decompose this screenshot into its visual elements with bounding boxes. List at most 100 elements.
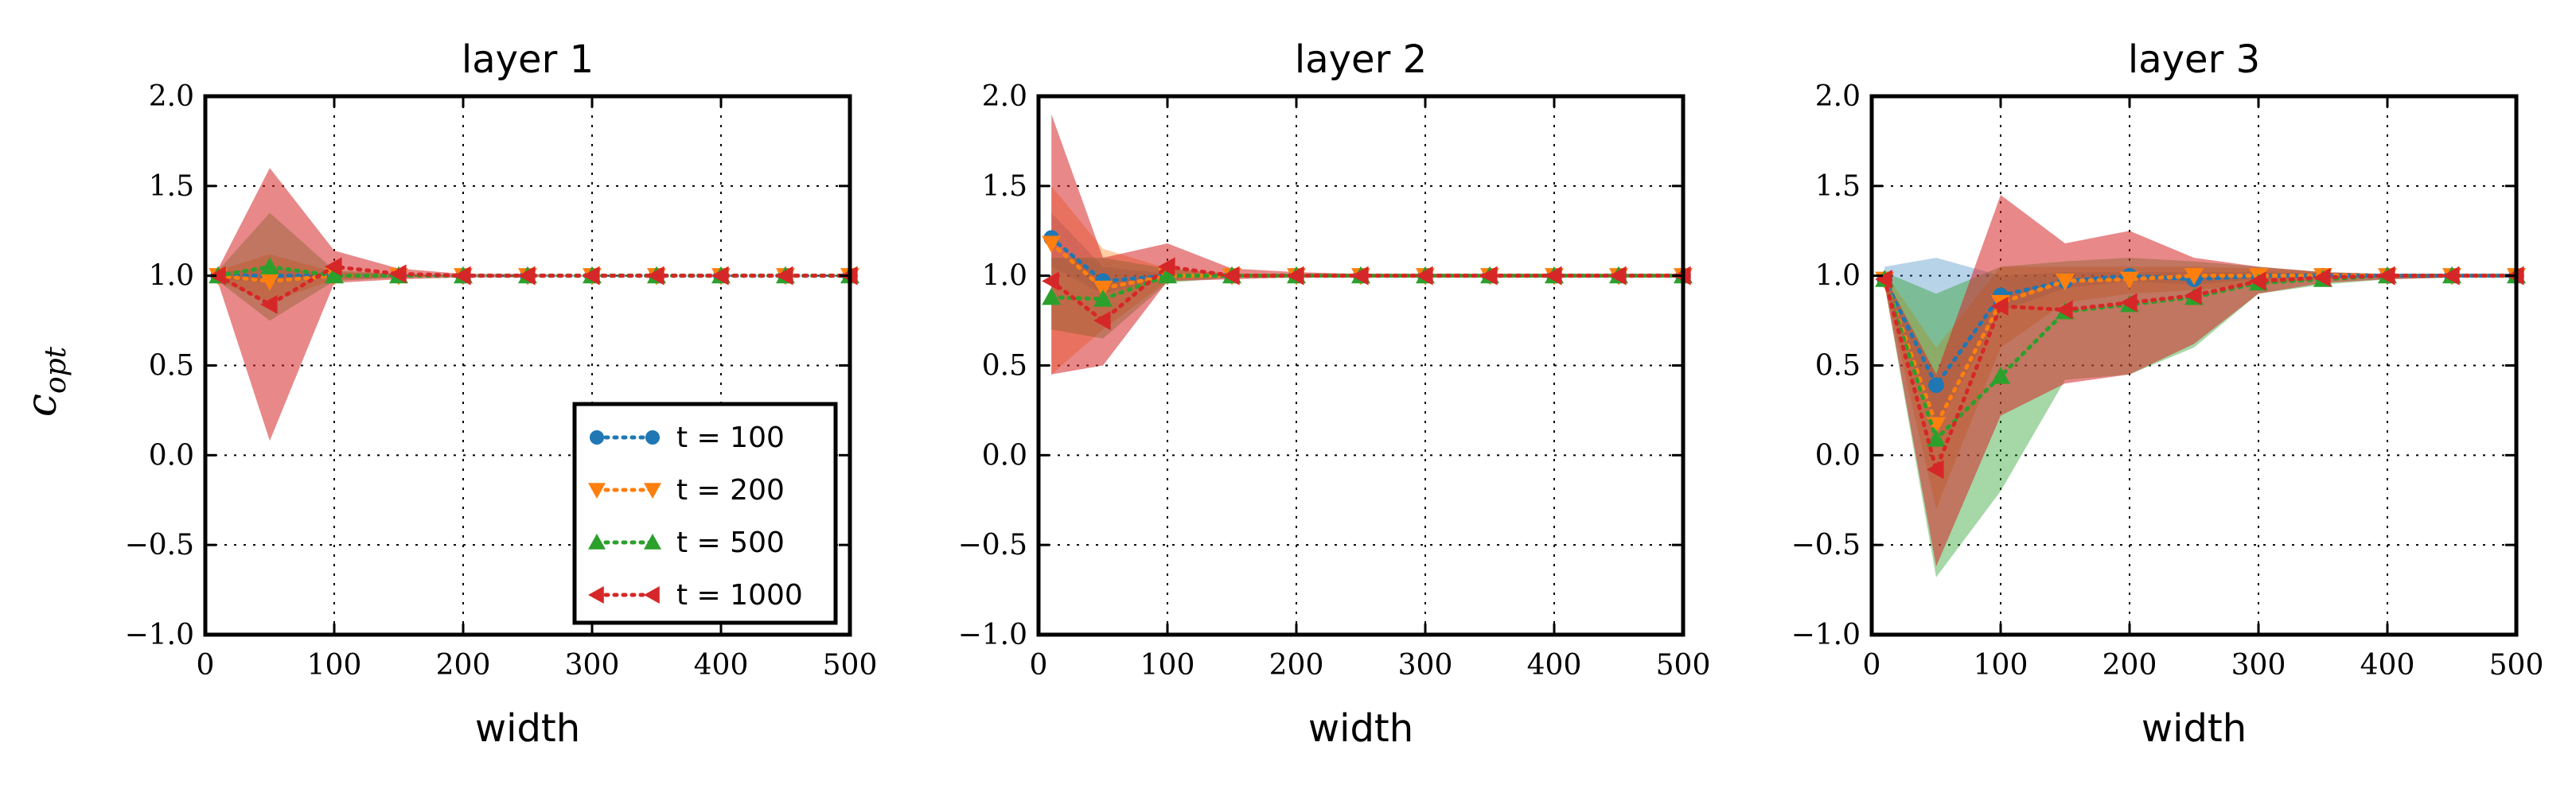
x-tick-label: 200 — [1269, 649, 1324, 682]
data-point — [1927, 460, 1944, 480]
data-point — [1351, 266, 1369, 286]
band-4 — [1051, 114, 1683, 375]
data-point — [583, 266, 600, 286]
data-point — [518, 266, 536, 286]
data-point — [389, 264, 407, 284]
y-tick-label: 1.0 — [1815, 260, 1861, 293]
x-axis-label: width — [2141, 706, 2247, 751]
data-point — [1545, 266, 1562, 286]
legend-marker — [588, 483, 606, 499]
data-point — [325, 266, 344, 284]
y-tick-label: 2.0 — [982, 80, 1027, 113]
data-point — [1287, 266, 1304, 286]
y-tick-label: 0.5 — [982, 350, 1027, 383]
y-tick-label: 0.5 — [149, 350, 194, 383]
panel-2: 0 100 200 300 400 500 −1.0 −0.5 0.0 0.5 1.0 1.5 2.0 l… — [958, 37, 1711, 751]
data-point — [2120, 293, 2138, 313]
x-tick-label: 300 — [565, 649, 620, 682]
data-point — [1093, 290, 1113, 307]
data-point — [2378, 266, 2395, 286]
x-tick-label: 200 — [2102, 649, 2157, 682]
data-point — [1093, 311, 1111, 331]
data-point — [454, 266, 471, 286]
y-tick-label: −1.0 — [1791, 619, 1861, 651]
data-point — [2249, 271, 2266, 291]
x-tick-label: 0 — [197, 649, 215, 682]
data-point — [1093, 280, 1113, 298]
legend-marker — [644, 586, 660, 604]
x-tick-label: 400 — [1527, 649, 1582, 682]
x-tick-label: 500 — [1656, 649, 1711, 682]
x-tick-label: 500 — [823, 649, 878, 682]
y-tick-label: 1.0 — [149, 260, 194, 293]
y-tick-label: −1.0 — [958, 619, 1027, 651]
series-line-3 — [1882, 274, 2519, 443]
legend-marker — [644, 483, 661, 499]
data-point — [260, 273, 279, 291]
y-tick-label: 1.5 — [1815, 170, 1861, 203]
band-4 — [218, 168, 850, 441]
y-tick-label: 0.0 — [982, 439, 1027, 472]
data-point — [2184, 286, 2202, 305]
x-tick-label: 0 — [1863, 649, 1881, 682]
data-point — [2184, 268, 2204, 286]
y-tick-label: 1.5 — [982, 170, 1027, 203]
data-point — [1416, 266, 1433, 286]
x-tick-label: 300 — [1398, 649, 1453, 682]
legend-label: t = 1000 — [676, 579, 803, 612]
legend-label: t = 100 — [676, 422, 785, 454]
x-tick-label: 0 — [1030, 649, 1048, 682]
data-point — [647, 266, 664, 286]
legend-marker — [644, 534, 661, 550]
legend-marker — [645, 429, 661, 445]
x-axis-label: width — [1308, 706, 1413, 751]
data-point — [1480, 266, 1498, 286]
data-point — [208, 266, 226, 286]
data-point — [260, 294, 278, 314]
y-tick-label: −0.5 — [958, 529, 1027, 562]
y-tick-label: −0.5 — [125, 529, 194, 562]
data-point — [711, 266, 729, 286]
x-tick-label: 200 — [436, 649, 491, 682]
y-tick-label: 1.0 — [982, 260, 1027, 293]
data-point — [1928, 377, 1944, 394]
x-tick-label: 400 — [2360, 649, 2415, 682]
y-tick-label: −1.0 — [125, 619, 194, 651]
panel-title: layer 1 — [462, 37, 594, 82]
data-point — [1042, 271, 1059, 291]
data-point — [2056, 300, 2073, 320]
legend-marker — [589, 429, 605, 445]
data-point — [325, 257, 342, 277]
panel-1: 0 100 200 300 400 500 −1.0 −0.5 0.0 0.5 1.0 1.5 2.0 l… — [125, 37, 878, 751]
data-point — [776, 266, 793, 286]
legend-box — [572, 402, 838, 625]
x-tick-label: 100 — [1974, 649, 2028, 682]
data-point — [1991, 297, 2009, 317]
y-tick-label: −0.5 — [1791, 529, 1861, 562]
data-point — [1927, 429, 1946, 447]
data-point — [1222, 266, 1240, 286]
x-tick-label: 300 — [2231, 649, 2286, 682]
data-point — [2056, 273, 2075, 291]
legend-marker — [588, 586, 604, 604]
x-tick-label: 500 — [2489, 649, 2544, 682]
y-tick-label: 2.0 — [149, 80, 194, 113]
y-tick-label: 2.0 — [1815, 80, 1861, 113]
legend-label: t = 500 — [676, 527, 785, 559]
x-axis-label: width — [475, 706, 580, 751]
legend: t = 100 t = 200 t = 500 t = 1000 — [572, 402, 838, 625]
data-point — [1042, 287, 1062, 305]
x-tick-label: 100 — [1140, 649, 1195, 682]
data-point — [1991, 367, 2010, 384]
data-point — [2120, 271, 2139, 290]
legend-label: t = 200 — [676, 474, 785, 507]
y-tick-label: 0.0 — [149, 439, 194, 472]
y-tick-label: 0.0 — [1815, 439, 1861, 472]
data-point — [2442, 266, 2460, 286]
y-axis-label: copt — [18, 346, 72, 417]
panel-3: 0 100 200 300 400 500 −1.0 −0.5 0.0 0.5 1.0 1.5 2.0 l… — [1791, 37, 2544, 751]
data-point — [1609, 266, 1627, 286]
data-point — [260, 257, 279, 274]
data-point — [1875, 270, 1892, 290]
